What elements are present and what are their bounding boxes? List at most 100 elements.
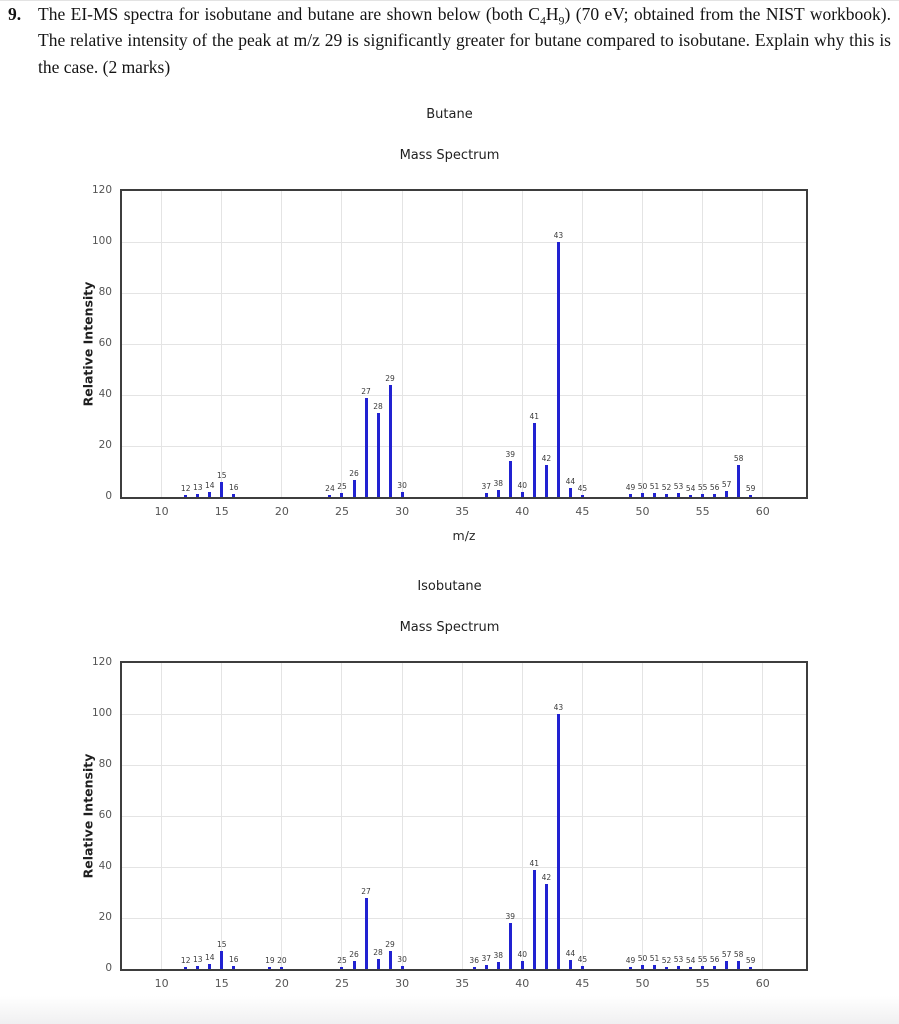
peak-mz-label: 13 — [192, 483, 203, 493]
question-text-part3: ) (70 eV; obtained from the NIST workboo… — [38, 4, 891, 77]
x-tick-label: 40 — [515, 505, 530, 518]
plot-area: 12 13 14 15 16 24 25 26 27 28 29 30 37 38 39 40 41 42 43 44… — [120, 189, 808, 499]
x-axis-title: m/z — [452, 528, 476, 543]
spectrum-bar — [701, 966, 705, 969]
spectrum-bar — [184, 967, 188, 969]
spectrum-bar — [508, 461, 512, 497]
spectrum-bar — [737, 961, 741, 969]
spectrum-bar — [628, 966, 632, 969]
peak-mz-label: 26 — [349, 469, 359, 479]
spectrum-bar — [556, 242, 560, 497]
peak-mz-label: 30 — [397, 955, 407, 965]
peak-mz-label: 58 — [733, 454, 744, 464]
peak-mz-label: 41 — [529, 412, 540, 422]
spectrum-bar — [376, 959, 380, 969]
spectrum-bar — [737, 465, 741, 497]
spectrum-bar — [628, 494, 632, 497]
plot-area: 12 13 14 15 16 19 20 25 26 27 28 29 30 36 37 38 39 40 41 42… — [120, 661, 808, 971]
spectrum-bar — [641, 965, 644, 969]
spectrum-bar — [749, 967, 753, 969]
isobutane-mass-spectrum-chart: Isobutane Mass Spectrum Relative Intensity… — [0, 572, 899, 1024]
x-tick-label: 55 — [695, 977, 710, 990]
x-tick-label: 25 — [334, 505, 349, 518]
x-tick-label: 10 — [154, 505, 169, 518]
x-tick-label: 30 — [395, 505, 410, 518]
x-tick-label: 55 — [695, 505, 710, 518]
peak-mz-label: 51 — [649, 954, 660, 964]
spectrum-bar — [364, 397, 368, 497]
peak-mz-label: 53 — [673, 954, 684, 964]
spectrum-bar — [532, 423, 536, 497]
spectrum-bar — [220, 481, 224, 497]
x-tick-label: 45 — [575, 977, 590, 990]
spectrum-bar — [196, 966, 200, 969]
spectrum-bar — [508, 923, 512, 969]
spectrum-bar — [400, 966, 404, 969]
gridline-horizontal — [122, 343, 806, 345]
spectrum-bar — [280, 966, 284, 969]
y-tick-label: 60 — [98, 809, 112, 821]
x-tick-label: 60 — [755, 977, 770, 990]
peak-mz-label: 59 — [745, 956, 756, 966]
spectrum-bar — [400, 491, 404, 497]
x-tick-label: 30 — [395, 977, 410, 990]
plot-inner: 12 13 14 15 16 19 20 25 26 27 28 29 30 36 37 38 39 40 41 42… — [122, 663, 806, 969]
peak-mz-label: 38 — [493, 950, 504, 960]
y-tick-label: 80 — [98, 758, 112, 770]
chart-subtitle: Mass Spectrum — [399, 148, 500, 163]
peak-mz-label: 38 — [493, 478, 504, 488]
spectrum-bar — [689, 966, 693, 969]
spectrum-bar — [184, 495, 188, 497]
peak-mz-label: 30 — [397, 480, 407, 490]
peak-mz-label: 26 — [349, 950, 359, 960]
y-tick-label: 0 — [105, 490, 112, 502]
plot-inner: 12 13 14 15 16 24 25 26 27 28 29 30 37 38 39 40 41 42 43 44… — [122, 191, 806, 497]
gridline-horizontal — [122, 292, 806, 294]
y-tick-label: 60 — [98, 337, 112, 349]
spectrum-bar — [568, 488, 572, 497]
spectrum-bar — [268, 966, 272, 969]
question-number: 9. — [8, 4, 22, 24]
peak-mz-label: 19 — [265, 955, 275, 965]
spectrum-bar — [713, 966, 717, 969]
peak-mz-label: 54 — [685, 955, 696, 965]
spectrum-bar — [544, 465, 548, 497]
peak-mz-label: 16 — [229, 955, 239, 965]
peak-mz-label: 24 — [325, 483, 335, 493]
peak-mz-label: 29 — [385, 373, 395, 383]
formula-subscript-4: 4 — [539, 13, 546, 28]
spectrum-bar — [220, 951, 224, 969]
peak-mz-label: 57 — [721, 949, 732, 959]
y-tick-label: 120 — [91, 656, 112, 668]
question-block: 9. The EI-MS spectra for isobutane and b… — [8, 1, 891, 80]
spectrum-bar — [677, 965, 681, 969]
spectrum-bar — [496, 961, 500, 969]
spectrum-bar — [665, 966, 669, 969]
question-text-part2: H — [545, 4, 559, 24]
spectrum-bar — [328, 494, 332, 497]
peak-mz-label: 42 — [541, 872, 552, 882]
spectrum-bar — [340, 493, 344, 497]
butane-mass-spectrum-chart: Butane Mass Spectrum Relative Intensity 12 1… — [0, 100, 899, 552]
x-tick-label: 50 — [635, 505, 650, 518]
x-tick-label: 20 — [274, 505, 289, 518]
x-tick-label: 40 — [515, 977, 530, 990]
y-tick-label: 40 — [98, 860, 112, 872]
peak-mz-label: 59 — [745, 483, 756, 493]
peak-mz-label: 49 — [625, 955, 636, 965]
x-tick-label: 15 — [214, 977, 229, 990]
peak-mz-label: 45 — [577, 483, 588, 493]
spectrum-bar — [496, 489, 500, 497]
gridline-horizontal — [122, 713, 806, 715]
peak-mz-label: 49 — [625, 483, 636, 493]
peak-mz-label: 53 — [673, 482, 684, 492]
spectrum-bar — [653, 965, 657, 969]
peak-mz-label: 25 — [337, 482, 347, 492]
spectrum-bar — [641, 493, 644, 497]
spectrum-bar — [352, 961, 356, 969]
chart-subtitle: Mass Spectrum — [399, 620, 500, 635]
y-tick-label: 20 — [98, 911, 112, 923]
spectrum-bar — [208, 963, 212, 969]
spectrum-bar — [580, 966, 584, 969]
spectrum-bar — [665, 494, 669, 497]
